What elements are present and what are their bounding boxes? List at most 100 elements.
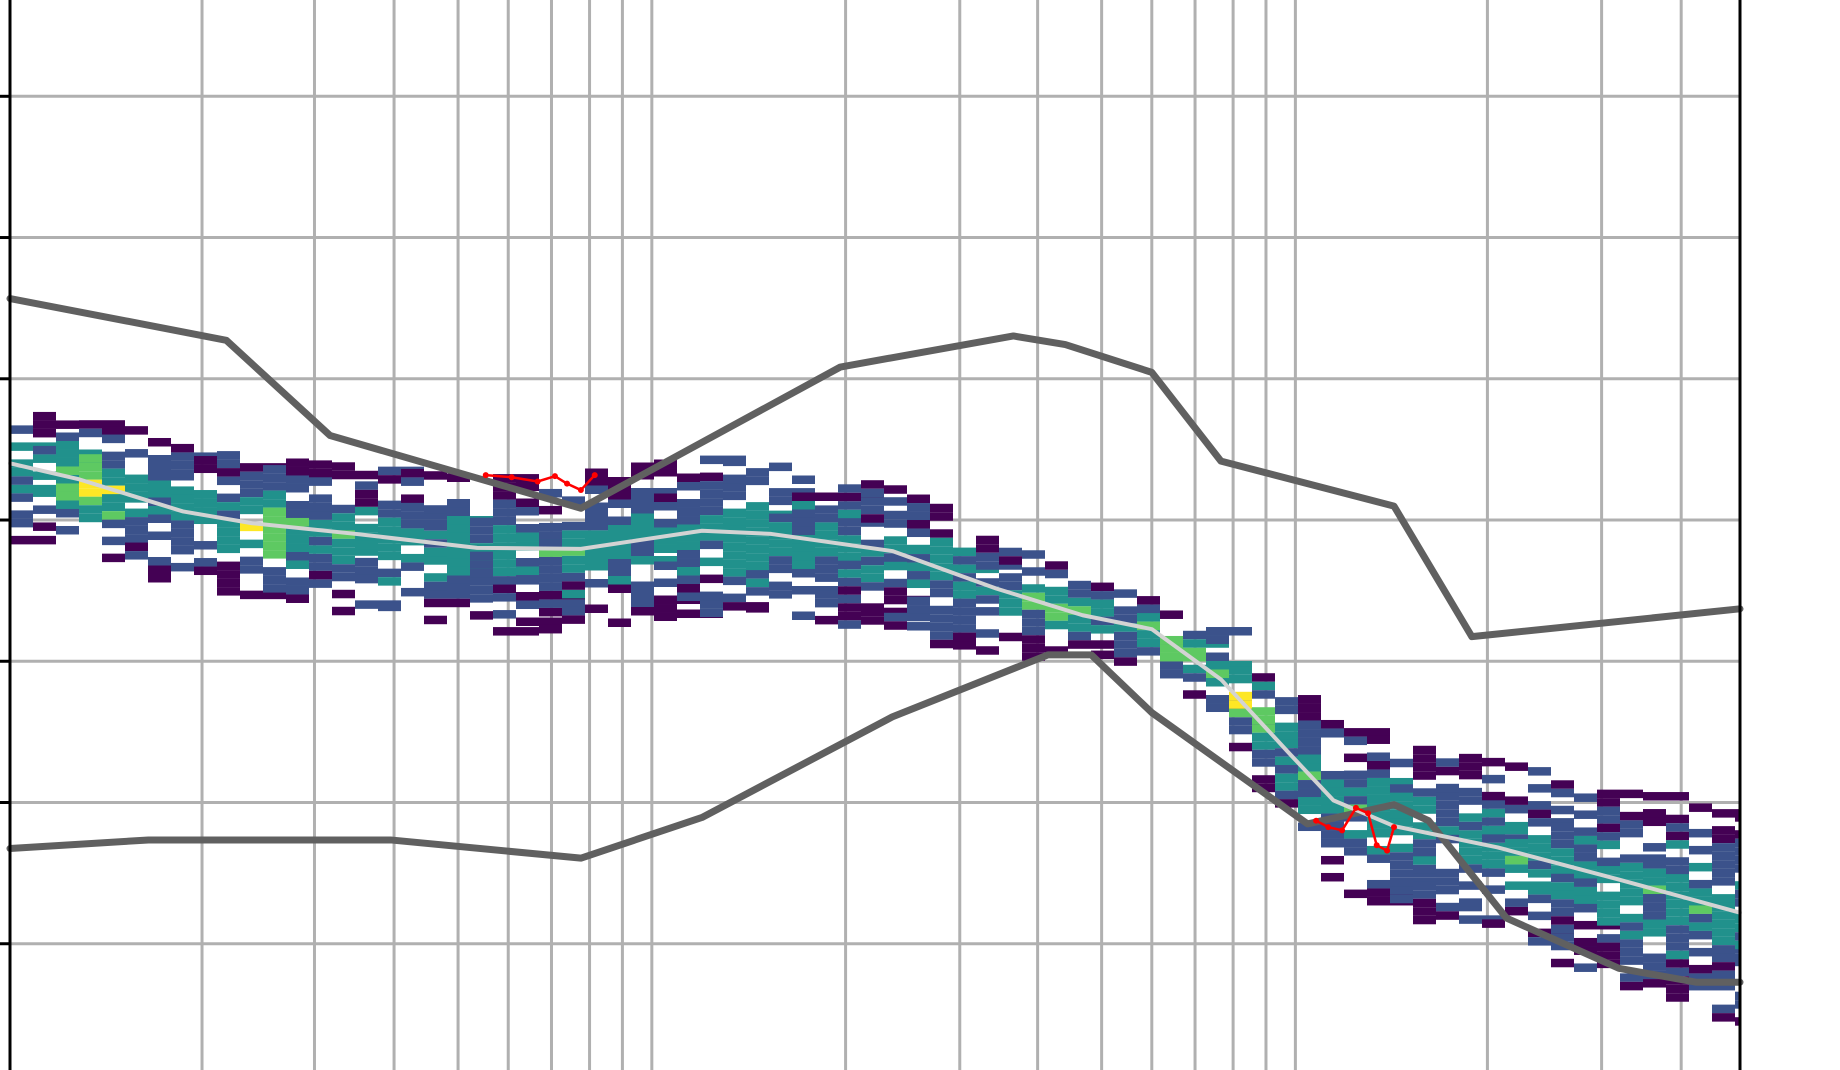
heatmap-cell — [401, 502, 424, 512]
heatmap-cell — [999, 556, 1022, 565]
heatmap-cell — [1022, 626, 1045, 636]
heatmap-cell — [723, 542, 746, 552]
heatmap-cell — [56, 449, 102, 458]
heatmap-cell — [562, 547, 585, 556]
heatmap-cell — [907, 562, 930, 572]
heatmap-cell — [309, 519, 332, 529]
heatmap-cell — [424, 573, 447, 582]
heatmap-cell — [1275, 765, 1298, 774]
heatmap-cell — [907, 528, 930, 538]
heatmap-cell — [1114, 589, 1137, 598]
heatmap-cell — [240, 539, 263, 549]
heatmap-cell — [1367, 752, 1390, 761]
heatmap-cell — [1551, 933, 1574, 942]
heatmap-cell — [1643, 843, 1666, 852]
heatmap-cell — [309, 460, 332, 469]
heatmap-cell — [1712, 1013, 1735, 1022]
heatmap-cell — [401, 562, 424, 571]
heatmap-cell — [631, 547, 654, 557]
heatmap-cell — [1735, 940, 1740, 950]
heatmap-cell — [562, 530, 608, 539]
heatmap-cell — [723, 525, 746, 535]
heatmap-cell — [700, 489, 723, 499]
heatmap-cell — [792, 509, 815, 518]
heatmap-cell — [1482, 919, 1505, 928]
heatmap-cell — [1459, 855, 1482, 865]
heatmap-cell — [1712, 936, 1735, 946]
heatmap-cell — [102, 434, 125, 444]
heatmap-cell — [884, 612, 930, 622]
heatmap-cell — [79, 454, 102, 463]
heatmap-cell — [516, 566, 539, 576]
heatmap-cell — [102, 553, 125, 563]
heatmap-cell — [1206, 652, 1229, 662]
heatmap-cell — [677, 524, 700, 534]
heatmap-cell — [1252, 775, 1275, 784]
heatmap-cell — [125, 517, 148, 526]
heatmap-cell — [10, 476, 33, 485]
heatmap-cell — [1390, 843, 1413, 853]
heatmap-cell — [1298, 703, 1321, 713]
heatmap-cell — [1551, 856, 1574, 866]
heatmap-cell — [861, 505, 884, 515]
heatmap-cell — [1482, 774, 1505, 784]
heatmap-cell — [769, 581, 792, 591]
heatmap-cell — [263, 473, 286, 483]
heatmap-cell — [1666, 908, 1689, 917]
heatmap-cell — [332, 564, 355, 573]
heatmap-cell — [1597, 934, 1620, 943]
outlier-segment-1-4 — [1355, 806, 1369, 815]
heatmap-cell — [1712, 911, 1740, 920]
heatmap-cell — [976, 544, 999, 553]
heatmap-cell — [1413, 762, 1436, 772]
heatmap-cell — [838, 484, 861, 493]
heatmap-cell — [700, 472, 723, 482]
heatmap-cell — [723, 576, 746, 586]
heatmap-cell — [1298, 720, 1321, 730]
heatmap-cell — [10, 467, 33, 477]
heatmap-cell — [355, 481, 378, 490]
heatmap-cell — [1643, 979, 1666, 988]
heatmap-cell — [1022, 592, 1045, 602]
heatmap-cell — [102, 460, 125, 469]
heatmap-cell — [470, 534, 493, 544]
heatmap-cell — [1528, 860, 1551, 870]
heatmap-cell — [1137, 647, 1160, 656]
heatmap-cell — [470, 517, 493, 527]
heatmap-cell — [1574, 937, 1597, 947]
heatmap-cell — [125, 551, 148, 560]
heatmap-cell — [516, 481, 539, 491]
heatmap-cell — [1597, 823, 1620, 833]
heatmap-cell — [1459, 898, 1482, 907]
heatmap-cell — [1482, 859, 1505, 869]
heatmap-cell — [700, 608, 723, 618]
heatmap-cell — [861, 582, 884, 591]
heatmap-cell — [1344, 787, 1367, 797]
heatmap-cell — [861, 514, 884, 523]
heatmap-cell — [999, 573, 1022, 582]
heatmap-cell — [1160, 635, 1183, 645]
heatmap-cell — [585, 604, 608, 613]
heatmap-cell — [1643, 894, 1666, 903]
heatmap-cell — [309, 477, 332, 486]
heatmap-cell — [1413, 805, 1436, 814]
heatmap-cell — [953, 615, 976, 625]
heatmap-cell — [654, 519, 677, 528]
heatmap-cell — [746, 578, 769, 588]
outlier-segment-1-1 — [1315, 819, 1329, 829]
heatmap-cell — [746, 587, 769, 596]
heatmap-cell — [1666, 882, 1689, 892]
outlier-markers — [482, 472, 1397, 854]
heatmap-cell — [1735, 1017, 1740, 1026]
heatmap-cell — [1459, 847, 1482, 856]
heatmap-cell — [171, 469, 194, 478]
heatmap-cell — [470, 526, 493, 535]
heatmap-cell — [56, 500, 79, 509]
heatmap-cell — [424, 598, 470, 608]
heatmap-cell — [217, 544, 240, 554]
heatmap-cell — [171, 511, 194, 521]
heatmap-cell — [240, 565, 263, 574]
heatmap-cell — [378, 602, 401, 612]
heatmap-cell — [56, 474, 79, 484]
heatmap-cell — [631, 488, 677, 497]
